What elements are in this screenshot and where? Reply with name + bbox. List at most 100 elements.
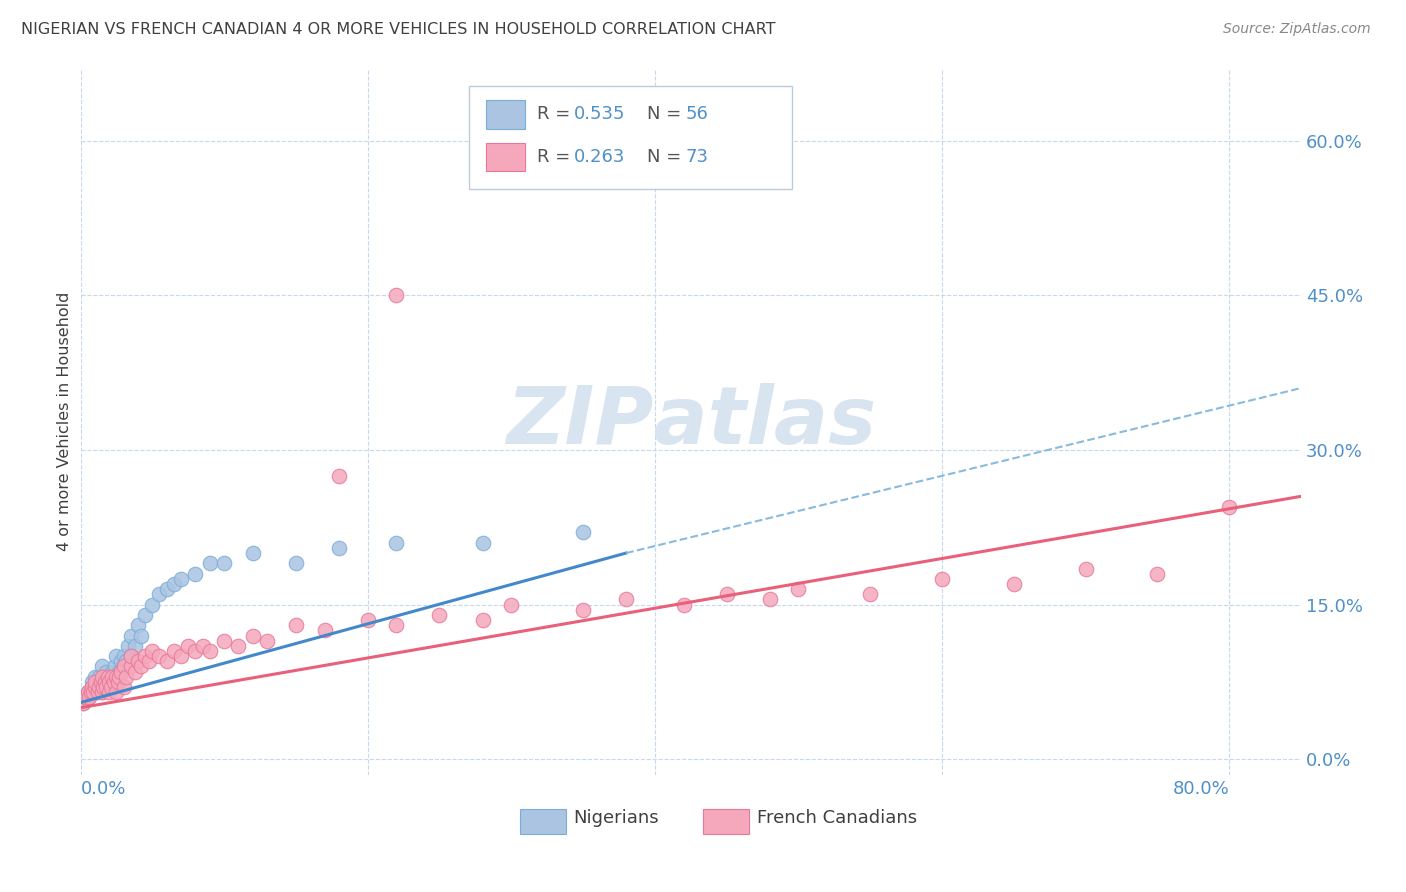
Point [96, 665, 118, 679]
Point [82, 685, 104, 699]
Text: Source: ZipAtlas.com: Source: ZipAtlas.com [1223, 22, 1371, 37]
Text: N =: N = [647, 105, 686, 123]
Point [242, 546, 264, 560]
Point [156, 654, 179, 668]
Point [96, 674, 118, 689]
Point [758, 592, 780, 607]
Point [83, 680, 105, 694]
Point [148, 649, 170, 664]
Point [501, 598, 523, 612]
Point [112, 659, 135, 673]
Point [177, 639, 200, 653]
Point [77, 690, 100, 705]
Point [170, 572, 193, 586]
Point [501, 113, 523, 128]
Point [96, 680, 118, 694]
Point [614, 592, 637, 607]
Point [101, 665, 124, 679]
Point [256, 633, 278, 648]
Point [89, 670, 111, 684]
Point [105, 674, 128, 689]
Point [91, 685, 114, 699]
Point [115, 670, 138, 684]
Point [1218, 500, 1240, 514]
Point [90, 674, 112, 689]
Text: 56: 56 [686, 105, 709, 123]
Point [191, 639, 214, 653]
Point [107, 674, 129, 689]
Point [120, 628, 142, 642]
Point [94, 670, 117, 684]
Point [77, 690, 100, 705]
Point [112, 649, 135, 664]
Point [91, 674, 114, 689]
Point [79, 685, 101, 699]
Point [124, 665, 146, 679]
Point [314, 624, 336, 638]
Point [73, 690, 96, 705]
Point [110, 654, 132, 668]
Point [110, 665, 132, 679]
Point [198, 557, 221, 571]
Point [91, 685, 114, 699]
Point [103, 670, 125, 684]
Point [112, 659, 135, 673]
Point [429, 607, 451, 622]
Point [471, 613, 494, 627]
Text: 0.535: 0.535 [574, 105, 626, 123]
Point [91, 659, 114, 673]
Point [163, 577, 186, 591]
Point [87, 680, 110, 694]
Point [129, 628, 152, 642]
Point [141, 598, 163, 612]
Point [212, 557, 235, 571]
Point [141, 644, 163, 658]
FancyBboxPatch shape [520, 809, 567, 834]
Point [198, 644, 221, 658]
Point [385, 288, 408, 302]
Point [103, 674, 125, 689]
Point [83, 680, 105, 694]
FancyBboxPatch shape [485, 143, 524, 171]
Point [87, 685, 110, 699]
Point [98, 685, 121, 699]
Point [1146, 566, 1168, 581]
Point [117, 639, 139, 653]
Point [787, 582, 810, 596]
Point [127, 618, 149, 632]
Point [242, 628, 264, 642]
Point [672, 598, 695, 612]
Point [716, 587, 738, 601]
Point [75, 690, 97, 705]
Text: 0.0%: 0.0% [80, 780, 127, 797]
Text: French Canadians: French Canadians [756, 809, 917, 828]
Point [115, 654, 138, 668]
Point [212, 633, 235, 648]
Point [120, 659, 142, 673]
Point [328, 468, 350, 483]
Point [228, 639, 250, 653]
Point [72, 696, 94, 710]
Point [93, 680, 115, 694]
Point [134, 607, 156, 622]
Point [356, 613, 378, 627]
Point [163, 644, 186, 658]
Text: NIGERIAN VS FRENCH CANADIAN 4 OR MORE VEHICLES IN HOUSEHOLD CORRELATION CHART: NIGERIAN VS FRENCH CANADIAN 4 OR MORE VE… [21, 22, 776, 37]
Point [129, 659, 152, 673]
Text: 0.263: 0.263 [574, 148, 624, 166]
Point [98, 674, 121, 689]
Point [108, 665, 131, 679]
Point [138, 654, 160, 668]
Point [471, 535, 494, 549]
Point [89, 674, 111, 689]
Point [1002, 577, 1025, 591]
Point [101, 670, 124, 684]
Text: ZIP​atlas: ZIP​atlas [506, 383, 876, 460]
Point [105, 670, 128, 684]
Point [104, 659, 127, 673]
Point [572, 603, 595, 617]
FancyBboxPatch shape [468, 87, 792, 188]
Y-axis label: 4 or more Vehicles in Household: 4 or more Vehicles in Household [58, 292, 72, 551]
Point [83, 670, 105, 684]
Point [83, 674, 105, 689]
